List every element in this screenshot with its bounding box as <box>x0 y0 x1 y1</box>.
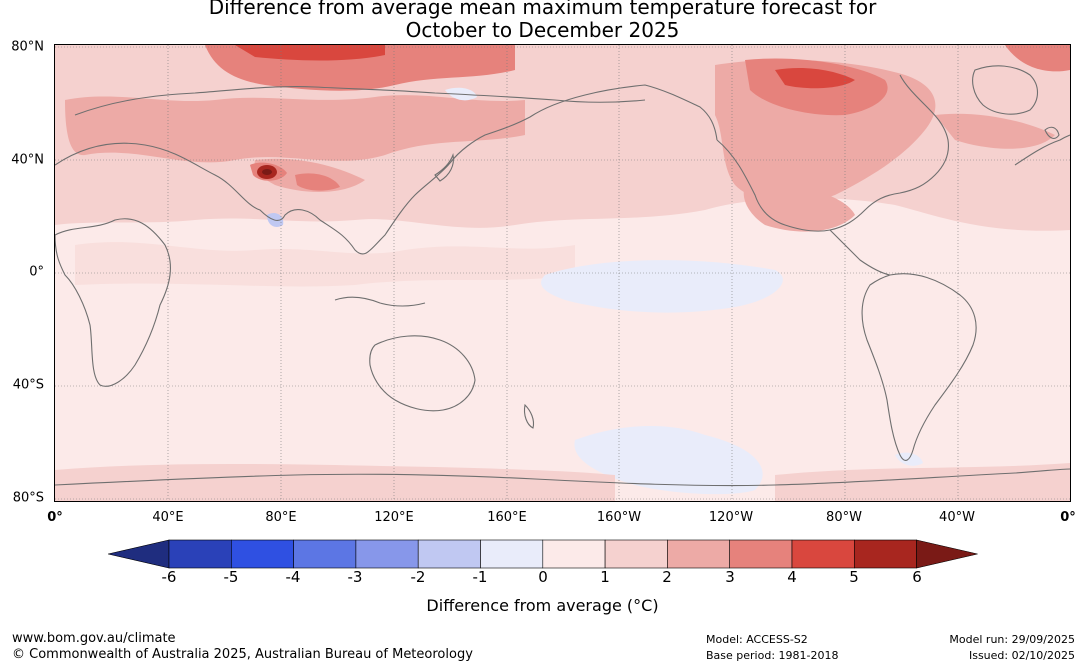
anomaly-himalaya-peak <box>262 169 272 175</box>
anomaly-band-tropics <box>75 242 575 287</box>
footer-copyright: © Commonwealth of Australia 2025, Austra… <box>12 647 473 662</box>
lat-label-40s: 40°S <box>12 377 44 393</box>
uk-coast <box>1044 126 1060 139</box>
greenland-coast <box>972 65 1039 115</box>
footer-base-period: Base period: 1981-2018 <box>706 649 839 662</box>
eurasia-coast <box>55 84 718 255</box>
indonesia-coast <box>334 296 426 307</box>
colorbar-cell <box>168 539 232 569</box>
colorbar-cell <box>853 539 917 569</box>
colorbar-tick: -2 <box>410 568 426 586</box>
antarctica-coast <box>55 468 1070 487</box>
colorbar-tick: 1 <box>600 568 610 586</box>
australia-coast <box>369 335 476 412</box>
africa-coast <box>55 218 171 387</box>
colorbar-cell <box>231 539 294 569</box>
colorbar-tick: -1 <box>472 568 488 586</box>
colorbar-tick: 2 <box>662 568 672 586</box>
anomaly-southern-ocean <box>574 425 763 495</box>
south-america-coast <box>861 273 977 461</box>
anomaly-canada-core <box>775 68 855 89</box>
footer-model-run: Model run: 29/09/2025 <box>949 633 1075 646</box>
anomaly-north-atlantic <box>935 113 1055 149</box>
colorbar-tick: -4 <box>285 568 301 586</box>
lat-label-equator: 0° <box>29 264 44 280</box>
colorbar-tick: 0 <box>538 568 548 586</box>
coastlines <box>55 65 1070 487</box>
central-america-coast <box>829 229 891 276</box>
europe-coast <box>1014 134 1070 166</box>
colorbar-cell <box>542 539 606 569</box>
lon-label-120w: 120°W <box>708 510 754 525</box>
arctic-coast <box>74 85 646 116</box>
lon-label-120e: 120°E <box>374 510 414 525</box>
colorbar-cell <box>417 539 481 569</box>
colorbar-cell <box>293 539 357 569</box>
colorbar-tick: -6 <box>161 568 177 586</box>
colorbar <box>108 539 978 569</box>
colorbar-tick: 4 <box>787 568 797 586</box>
colorbar-tick: -3 <box>347 568 363 586</box>
colorbar-cells <box>108 539 978 569</box>
lon-label-40w: 40°W <box>939 510 975 525</box>
lon-label-160e: 160°E <box>487 510 527 525</box>
colorbar-cell <box>729 539 793 569</box>
colorbar-cell <box>480 539 544 569</box>
anomaly-china <box>295 173 340 191</box>
lon-label-0-right: 0° <box>1060 510 1076 525</box>
anomaly-siberia-core <box>235 45 385 61</box>
new-zealand-coast <box>523 403 535 429</box>
footer-model: Model: ACCESS-S2 <box>706 633 808 646</box>
colorbar-tick: 3 <box>725 568 735 586</box>
colorbar-tick: 5 <box>849 568 859 586</box>
north-america-coast <box>716 74 949 232</box>
anomaly-eurasia <box>65 95 525 163</box>
lon-label-80e: 80°E <box>265 510 297 525</box>
lon-label-80w: 80°W <box>826 510 862 525</box>
colorbar-cell <box>355 539 419 569</box>
lon-label-160w: 160°W <box>596 510 642 525</box>
lon-label-40e: 40°E <box>152 510 184 525</box>
colorbar-extension-low <box>108 539 170 569</box>
footer-issued: Issued: 02/10/2025 <box>968 649 1075 662</box>
colorbar-cell <box>667 539 731 569</box>
lat-label-80n: 80°N <box>11 39 44 55</box>
anomaly-antarctic-band <box>55 463 615 501</box>
anomaly-antarctic-band-east <box>775 463 1070 501</box>
lon-label-0-left: 0° <box>47 510 63 525</box>
lat-label-40n: 40°N <box>11 152 44 168</box>
chart-title: Difference from average mean maximum tem… <box>0 0 1085 42</box>
title-line-2: October to December 2025 <box>405 18 680 42</box>
anomaly-equatorial-pacific <box>541 260 783 313</box>
colorbar-cell <box>604 539 668 569</box>
lat-label-80s: 80°S <box>12 490 44 506</box>
title-line-1: Difference from average mean maximum tem… <box>208 0 877 19</box>
colorbar-label: Difference from average (°C) <box>426 596 659 615</box>
map-canvas <box>55 45 1070 501</box>
japan-coast <box>434 153 454 182</box>
anomaly-greenland-hot <box>1005 45 1070 72</box>
colorbar-extension-high <box>916 539 978 569</box>
footer-website: www.bom.gov.au/climate <box>12 631 176 646</box>
graticule <box>55 45 1070 501</box>
anomaly-north-america-south <box>743 184 855 232</box>
forecast-map <box>54 44 1071 502</box>
colorbar-cell <box>791 539 855 569</box>
colorbar-tick: -5 <box>223 568 239 586</box>
colorbar-tick: 6 <box>912 568 922 586</box>
